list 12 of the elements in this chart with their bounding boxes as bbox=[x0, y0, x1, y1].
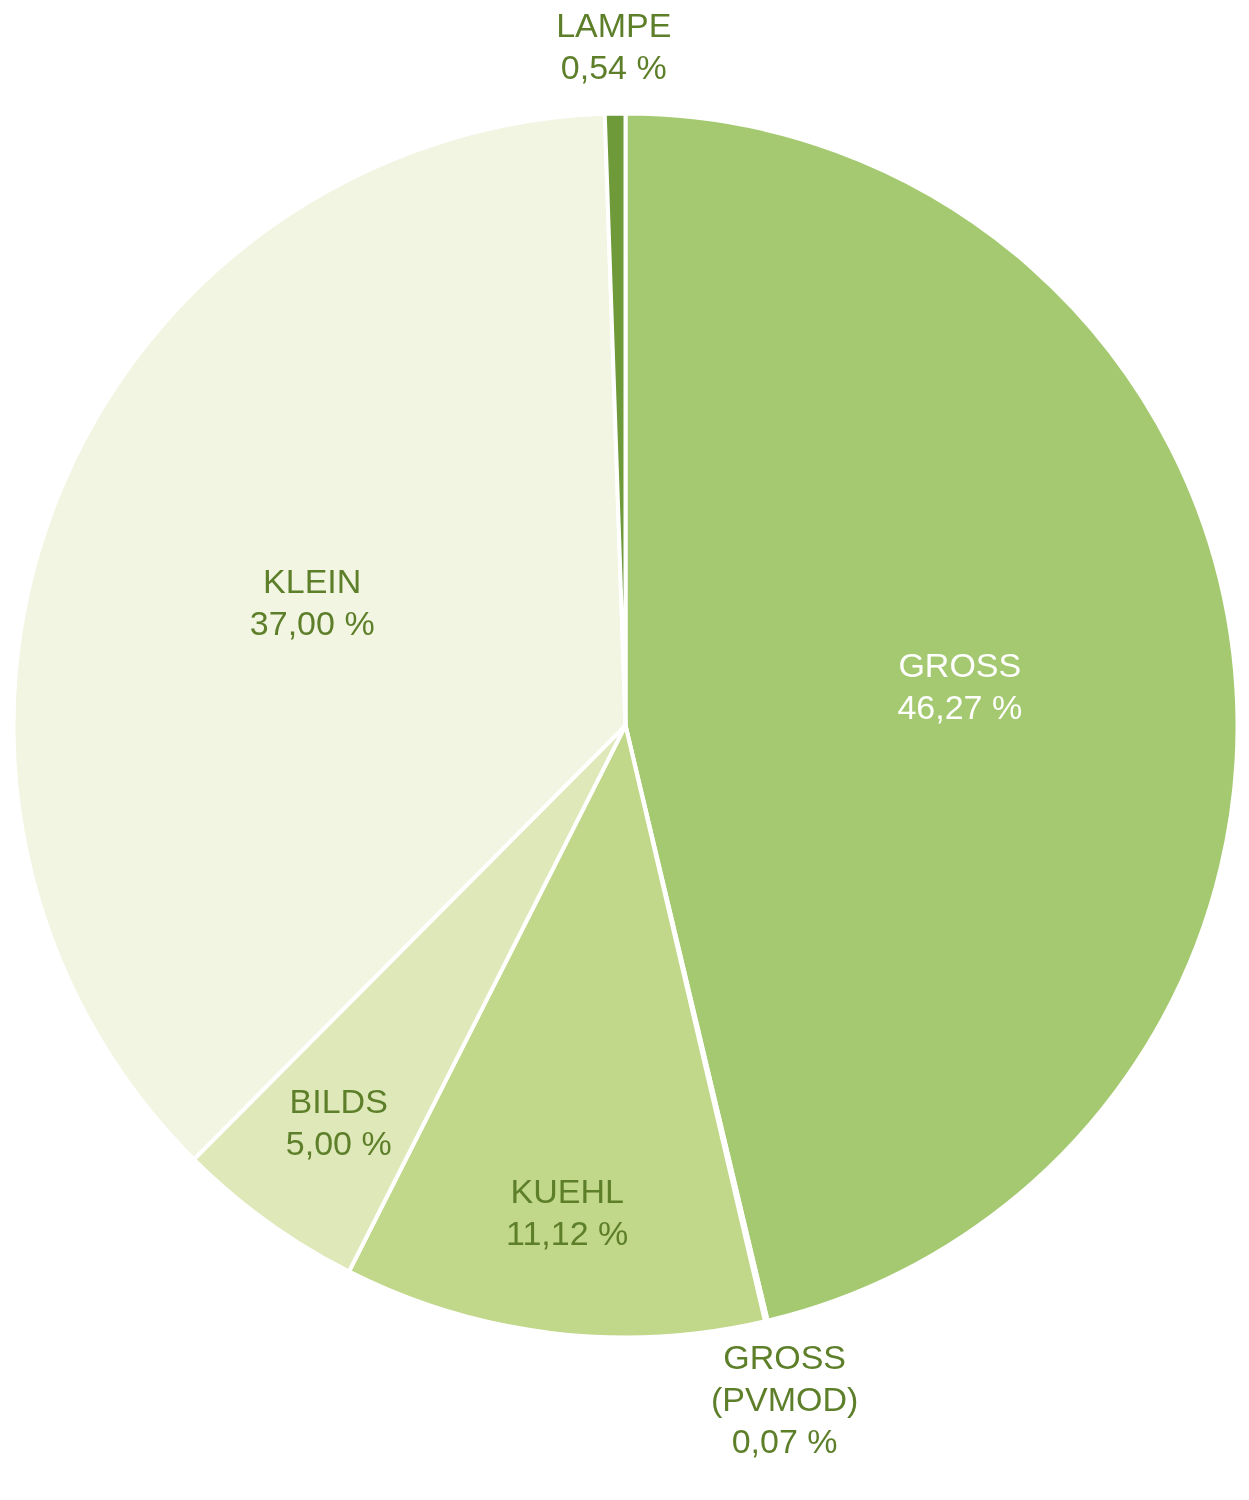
data-label: 0,54 % bbox=[560, 48, 667, 87]
slice-label: LAMPE bbox=[556, 6, 672, 45]
data-label: 46,27 % bbox=[897, 688, 1023, 727]
data-label: 37,00 % bbox=[249, 604, 375, 643]
data-label: 5,00 % bbox=[285, 1124, 392, 1163]
slice-label: GROSS (PVMOD) bbox=[710, 1337, 859, 1418]
slice-label: KUEHL bbox=[510, 1171, 624, 1210]
slice-label: KLEIN bbox=[263, 562, 362, 601]
data-label: 11,12 % bbox=[506, 1213, 629, 1252]
slice-label: GROSS bbox=[898, 646, 1022, 685]
data-label: 0,07 % bbox=[731, 1421, 838, 1460]
slice-label: BILDS bbox=[289, 1082, 388, 1121]
